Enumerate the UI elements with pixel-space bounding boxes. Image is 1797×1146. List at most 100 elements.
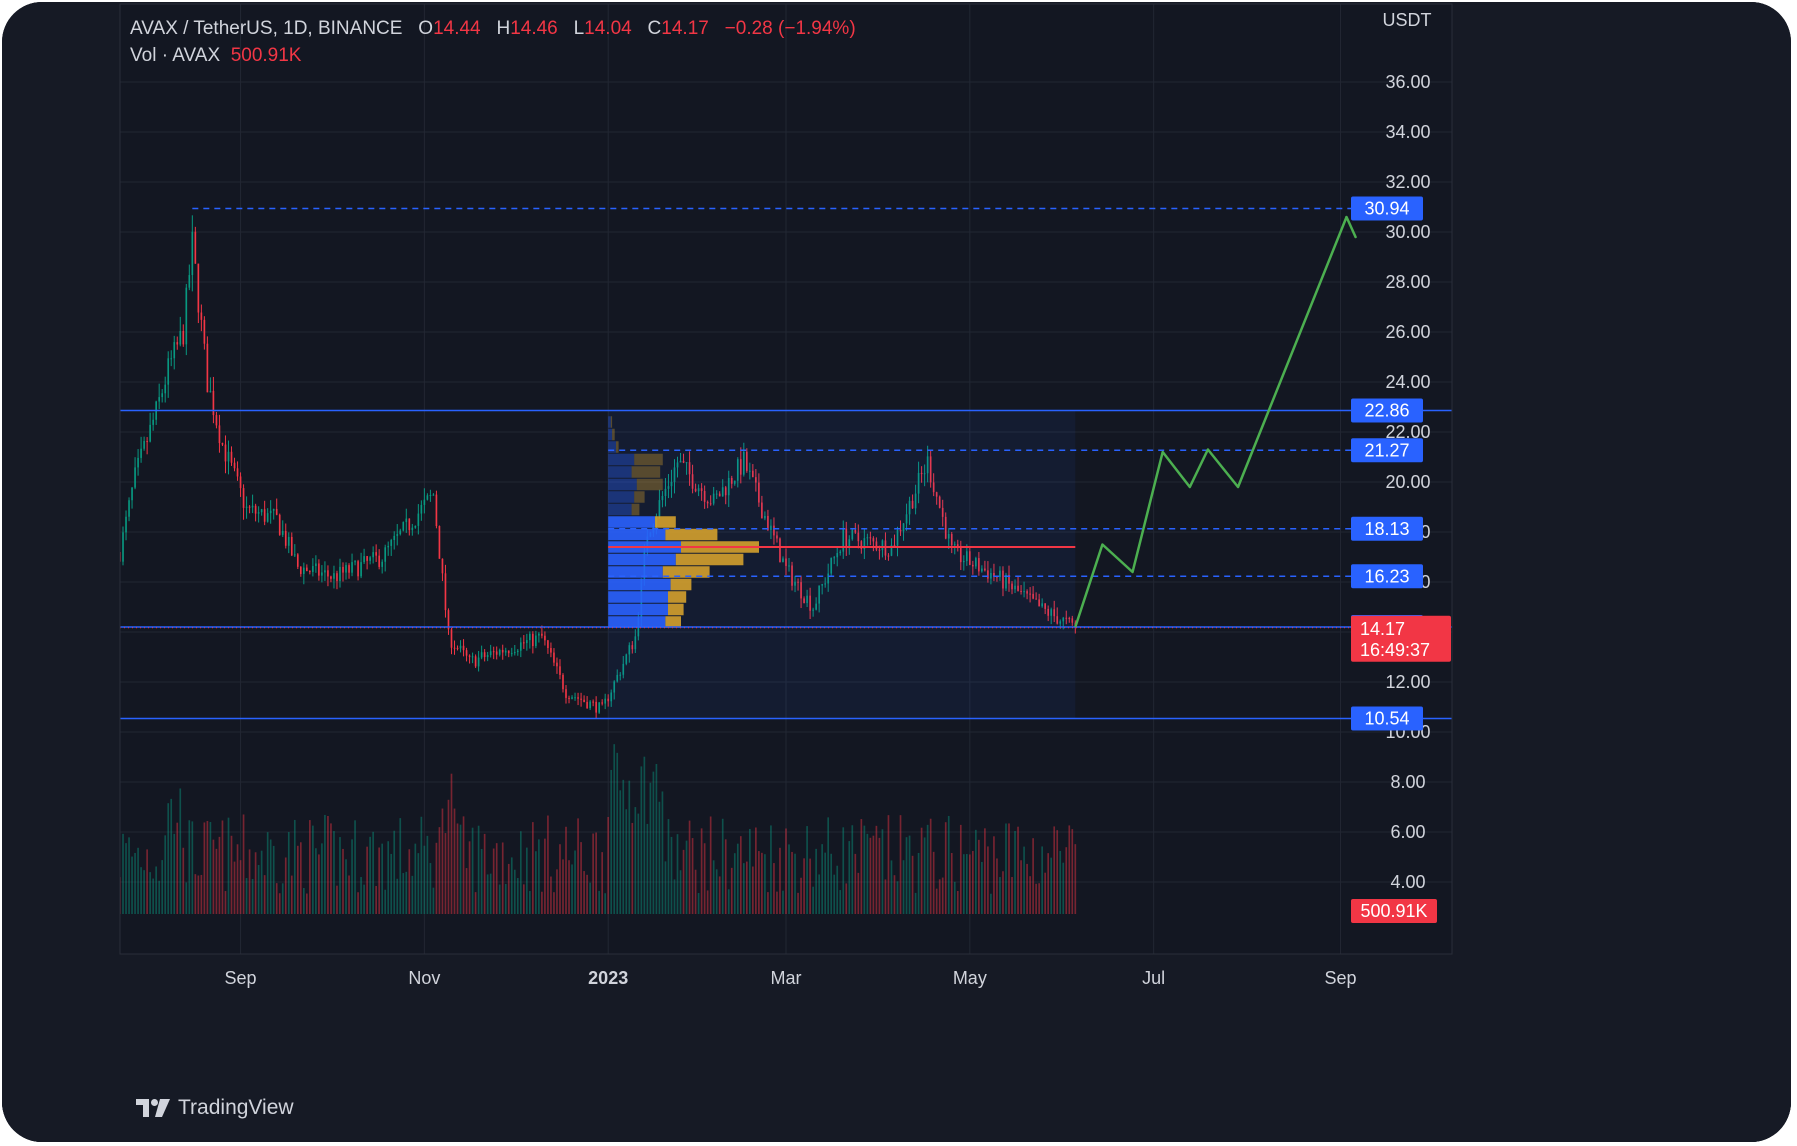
candle-body [381,561,384,567]
candle [420,500,423,521]
candle-body [845,528,848,547]
candle [667,474,670,499]
candle [293,544,296,558]
volume-bar [447,799,450,914]
candle [878,545,881,560]
volume-bar [706,890,709,914]
candle-body [182,330,185,345]
candle [733,480,736,486]
volume-bar [773,863,775,914]
volume-bar [857,872,860,914]
candle [318,559,320,581]
candle-body [218,425,221,444]
candle [935,491,938,505]
candle-body [417,513,420,526]
candle-body [975,558,977,567]
candle [896,526,899,557]
candle-body [535,635,537,647]
volume-bar [607,816,610,914]
candle [447,608,450,635]
candle [399,528,402,536]
candle [1038,593,1040,607]
candle-body [212,390,215,416]
candle [580,692,582,707]
volume-bar [586,874,588,914]
volume-bar [1038,883,1040,914]
candle [299,566,302,577]
candle-body [441,558,444,574]
candle-body [818,585,820,604]
candle-body [996,576,998,578]
candle-body [522,642,525,644]
candle [803,596,805,604]
volume-bar [1023,846,1025,914]
candle-body [679,460,682,463]
candle [791,561,793,591]
profile-row-up [608,603,668,616]
volume-bar [673,879,676,914]
volume-bar [712,860,715,914]
last-price-tag-label: 14.17 [1360,619,1405,639]
candle-body [565,689,567,698]
volume-bar [167,803,170,914]
candle-body [477,657,480,667]
candle-body [257,512,260,514]
volume-bar [667,819,670,914]
candle-body [272,508,275,511]
candle-body [432,494,435,496]
volume-bar [357,892,359,914]
candle-body [839,551,842,554]
volume-bar [887,815,890,914]
volume-bar [387,841,390,914]
volume-bar [965,854,968,914]
candle [215,411,218,429]
volume-bar [263,875,266,914]
time-tick-label: Mar [771,968,802,988]
candle-body [327,570,329,577]
candle [1026,589,1028,600]
candle [827,563,830,592]
candle-body [480,652,483,658]
close-value: 14.17 [661,18,709,39]
volume-bar [972,850,974,914]
tradingview-logo[interactable]: TradingView [136,1096,294,1120]
candle [607,694,610,707]
volume-bar [1050,857,1053,914]
volume-bar [999,877,1001,914]
candle-body [661,495,664,501]
candle [893,534,896,547]
bottom-gutter [2,954,1791,1142]
candle [492,646,495,660]
candle [794,575,796,593]
volume-bar [709,816,712,914]
candle [275,498,278,516]
candle [993,563,995,582]
volume-bar [468,841,471,914]
price-change: −0.28 (−1.94%) [724,18,856,39]
volume-bar [619,790,622,914]
volume-profile [608,410,1076,719]
candle [782,556,784,563]
volume-bar [658,801,661,914]
volume-bar [715,869,718,914]
candle-body [248,506,251,508]
candle-body [613,681,616,693]
candle-body [161,393,164,398]
volume-tag [1351,899,1437,923]
volume-bar [655,763,658,914]
volume-bar [489,873,492,914]
candle-body [571,697,573,699]
candle-body [233,462,236,469]
profile-row-down [670,578,692,591]
candle-body [369,557,371,561]
volume-bar [360,877,362,914]
candle [863,529,866,560]
volume-bar [703,843,706,914]
candle [333,565,335,589]
candle [501,644,504,660]
volume-bar [538,839,540,914]
profile-row-up [608,553,676,566]
candle [360,552,362,579]
candle [917,461,920,504]
